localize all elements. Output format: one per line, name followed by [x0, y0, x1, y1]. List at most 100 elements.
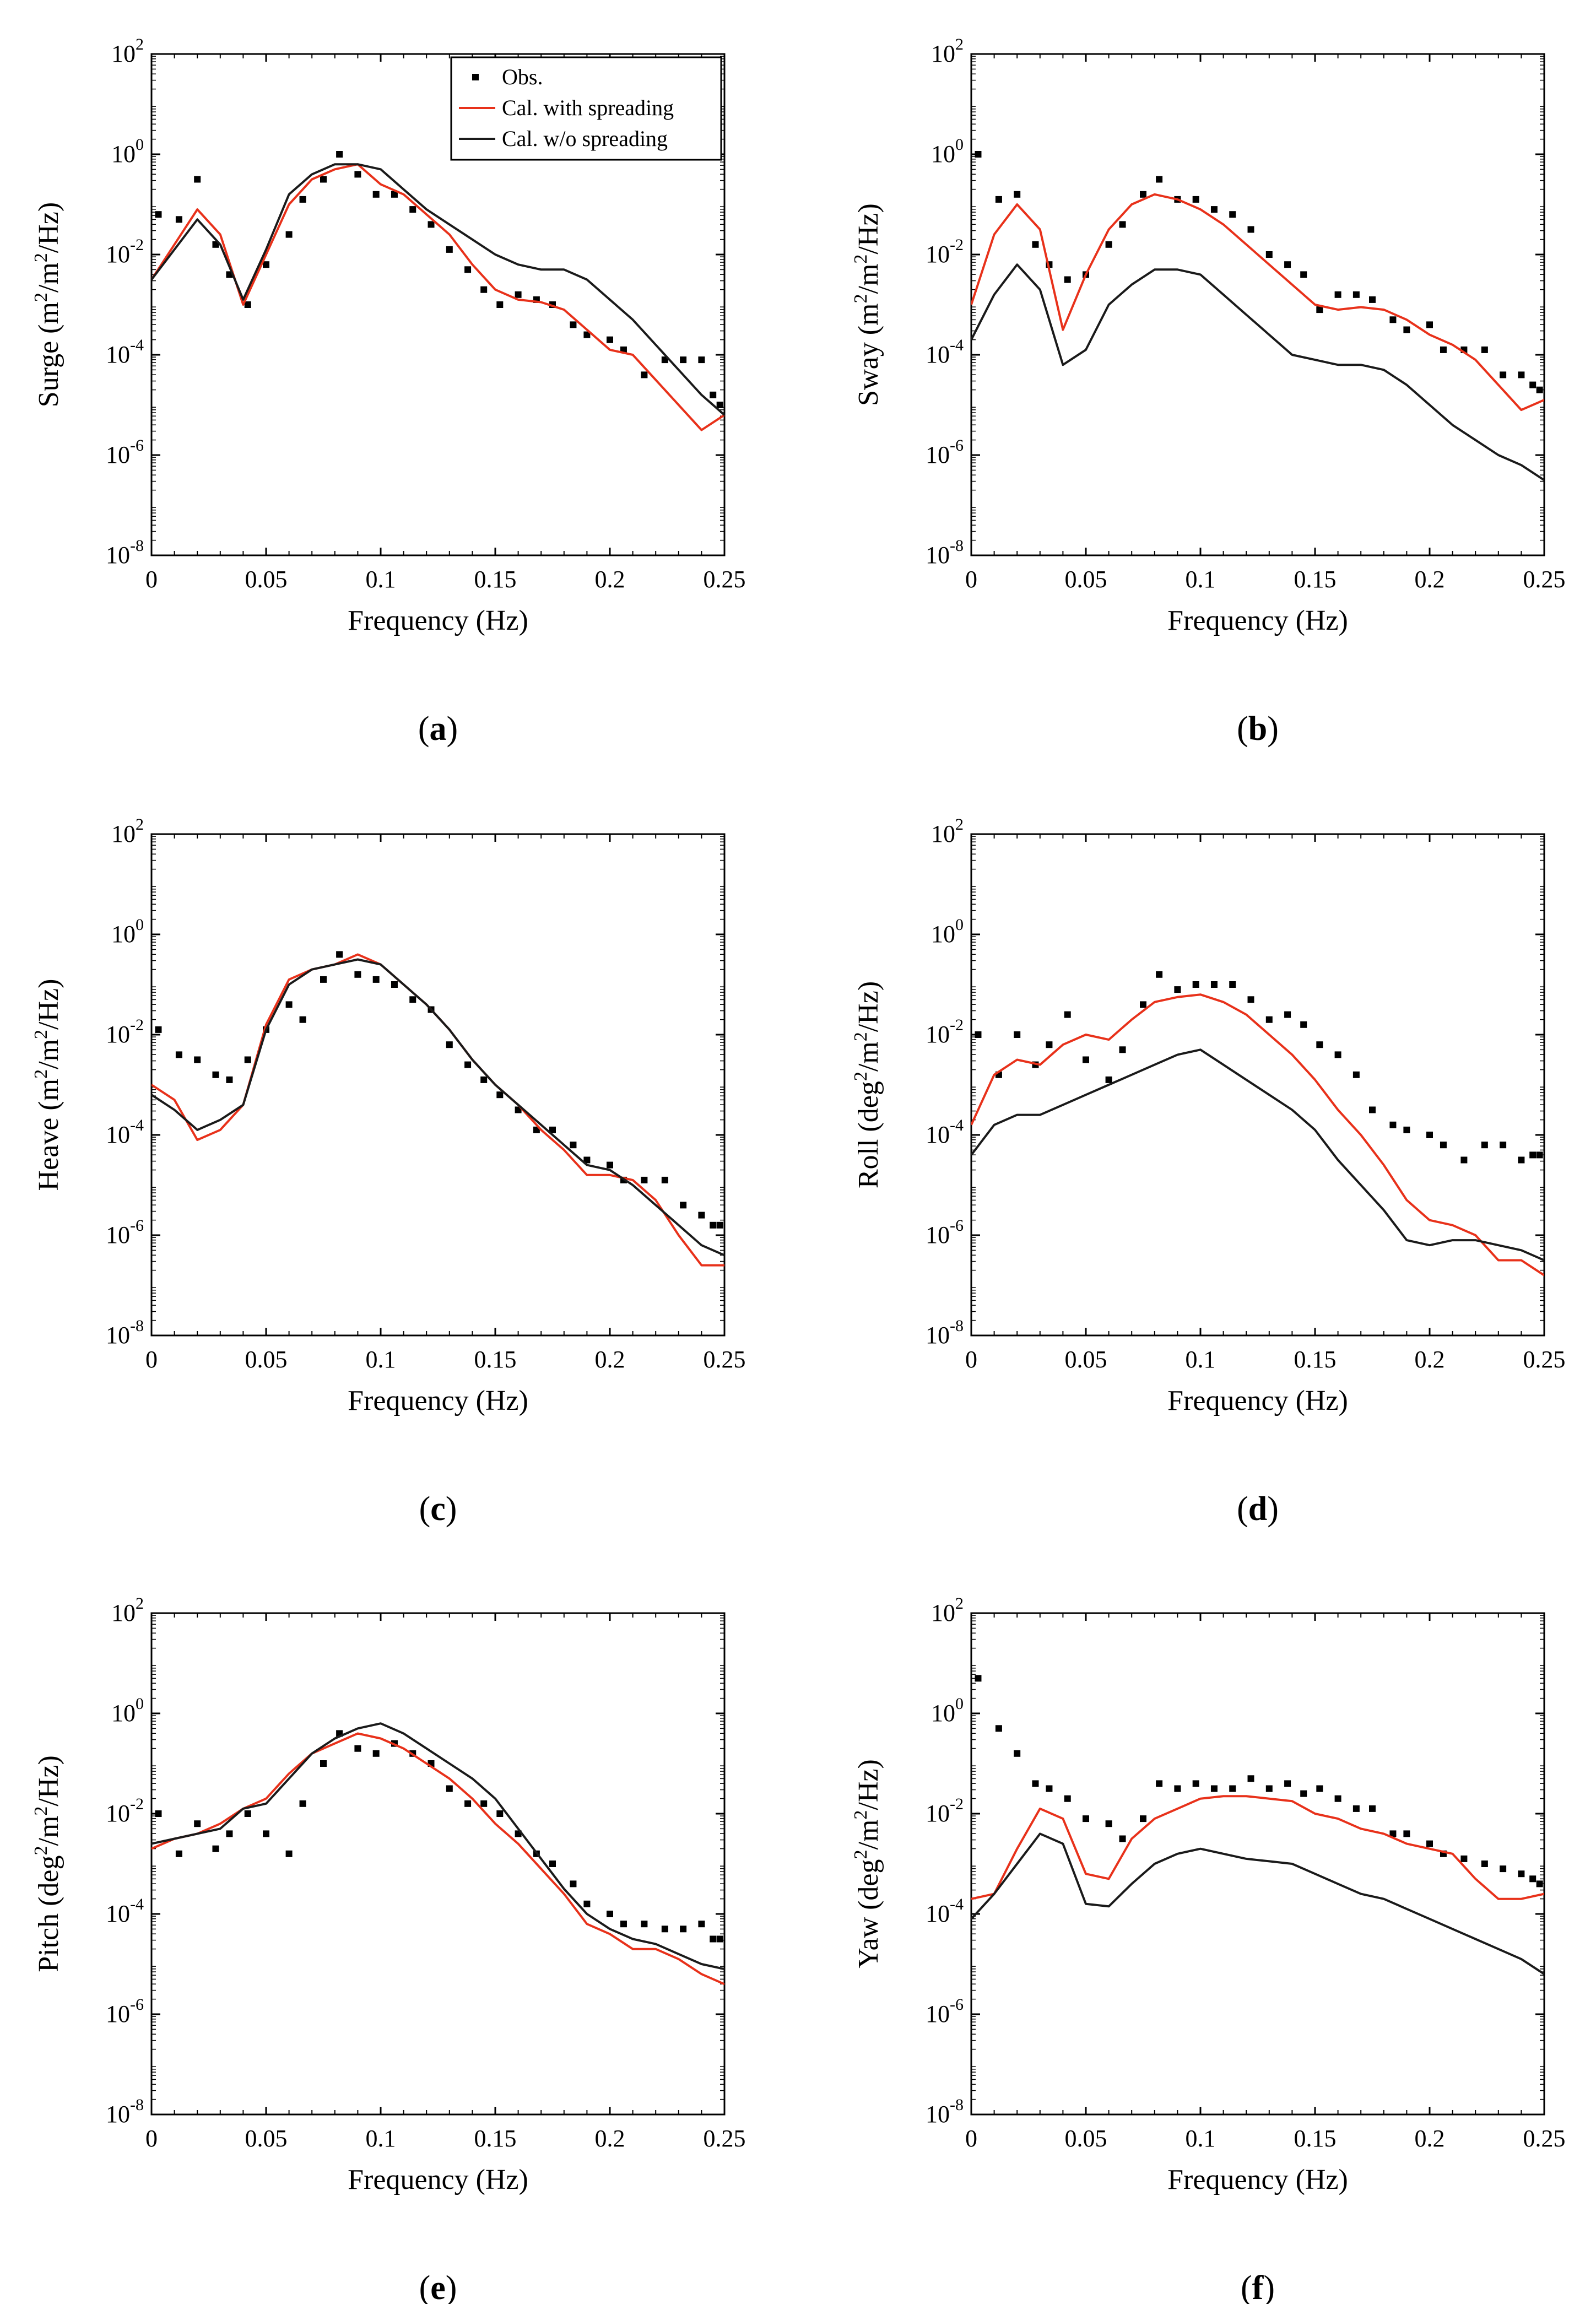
data-point-obs: [299, 196, 306, 203]
x-tick-label: 0.15: [1294, 1346, 1337, 1373]
y-tick-label: 10-8: [106, 537, 144, 569]
plot-area: [152, 1722, 724, 1986]
data-point-obs: [1518, 1870, 1525, 1878]
data-point-obs: [1529, 1151, 1537, 1159]
data-point-obs: [212, 1071, 219, 1078]
data-point-obs: [1389, 1121, 1397, 1128]
legend-box: [450, 56, 722, 161]
data-point-obs: [1536, 386, 1543, 393]
y-tick-label: 102: [111, 35, 144, 67]
panel-caption: (c): [419, 1490, 457, 1528]
data-point-obs: [354, 171, 361, 178]
x-tick-label: 0.2: [1415, 566, 1445, 593]
data-point-obs: [480, 1076, 488, 1083]
y-tick-label: 10-8: [106, 1317, 144, 1349]
y-tick-label: 10-6: [926, 436, 964, 468]
y-tick-label: 10-8: [106, 2096, 144, 2128]
data-point-obs: [1210, 206, 1218, 213]
data-point-obs: [1247, 996, 1254, 1003]
data-point-obs: [1284, 261, 1291, 268]
data-point-obs: [1316, 1041, 1323, 1048]
x-tick-label: 0: [145, 2125, 158, 2152]
data-point-obs: [661, 1926, 668, 1933]
data-point-obs: [1046, 1785, 1053, 1792]
data-point-obs: [533, 1126, 540, 1133]
y-tick-label: 10-4: [106, 1116, 144, 1148]
data-point-obs: [1334, 1795, 1341, 1802]
data-point-obs: [570, 321, 577, 328]
panel-caption: (a): [418, 710, 458, 748]
y-tick-label: 10-2: [926, 1795, 964, 1827]
data-point-obs: [1518, 371, 1525, 378]
data-point-obs: [1119, 1835, 1126, 1842]
y-axis-label: Pitch (deg2/m2/Hz): [31, 1755, 64, 1972]
y-tick-label: 10-4: [926, 1895, 964, 1927]
data-point-obs: [570, 1142, 577, 1149]
plot-area: [971, 1675, 1544, 1975]
data-point-obs: [372, 976, 380, 983]
y-tick-label: 10-2: [926, 1016, 964, 1048]
data-point-obs: [1046, 1041, 1053, 1048]
data-point-obs: [607, 1911, 613, 1917]
y-tick-label: 100: [111, 136, 144, 167]
y-tick-label: 10-2: [106, 1016, 144, 1048]
data-point-obs: [975, 1675, 982, 1682]
data-point-obs: [263, 1830, 269, 1837]
x-axis-label: Frequency (Hz): [1167, 605, 1348, 636]
data-point-obs: [1481, 1860, 1488, 1867]
data-point-obs: [641, 371, 648, 378]
y-tick-label: 100: [931, 136, 964, 167]
x-tick-label: 0.25: [1523, 2125, 1566, 2152]
data-point-obs: [175, 216, 182, 223]
panel-caption: (f): [1241, 2269, 1275, 2304]
x-tick-label: 0.25: [1523, 566, 1566, 593]
data-point-obs: [480, 286, 488, 293]
x-tick-label: 0.1: [1186, 2125, 1216, 2152]
y-tick-label: 10-4: [926, 1116, 964, 1148]
x-tick-label: 0.25: [1523, 1346, 1566, 1373]
data-point-obs: [1440, 346, 1447, 353]
x-axis-label: Frequency (Hz): [1167, 2164, 1348, 2195]
y-tick-label: 10-4: [106, 1895, 144, 1927]
data-point-obs: [710, 1221, 717, 1229]
legend-entry-label: Obs.: [502, 64, 543, 89]
data-point-obs: [1403, 1830, 1410, 1837]
x-tick-label: 0: [145, 1346, 158, 1373]
data-point-obs: [975, 151, 982, 158]
series-line-cal-w-o-spreading: [152, 1722, 724, 1971]
y-tick-label: 10-6: [926, 1995, 964, 2027]
data-point-obs: [354, 1745, 361, 1752]
data-point-obs: [1426, 321, 1433, 328]
data-point-obs: [1229, 211, 1236, 218]
data-point-obs: [1105, 1820, 1112, 1827]
data-point-obs: [212, 1845, 219, 1852]
data-point-obs: [263, 261, 269, 268]
data-point-obs: [244, 1810, 251, 1817]
series-line-cal-w-o-spreading: [971, 1048, 1544, 1262]
x-tick-label: 0.1: [366, 2125, 396, 2152]
data-point-obs: [1032, 241, 1039, 248]
x-tick-label: 0.2: [595, 1346, 625, 1373]
y-tick-label: 10-6: [926, 1216, 964, 1248]
data-point-obs: [1440, 1142, 1447, 1149]
y-tick-label: 102: [111, 815, 144, 847]
chart-panel-e: 0 0.05 0.1 0.15 0.2 0.25 10-8 10-6 10-4 10-2 100 10…: [31, 1594, 746, 2304]
y-tick-label: 102: [931, 1594, 964, 1626]
y-axis-label: Heave (m2/m2/Hz): [31, 979, 64, 1191]
data-point-obs: [515, 291, 522, 298]
data-point-obs: [1284, 1780, 1291, 1787]
data-point-obs: [464, 1061, 472, 1068]
x-tick-label: 0.1: [1186, 1346, 1216, 1373]
data-point-obs: [661, 1176, 668, 1183]
data-point-obs: [1334, 1051, 1341, 1058]
data-point-obs: [1481, 1142, 1488, 1149]
data-point-obs: [155, 1026, 162, 1033]
data-point-obs: [1140, 1815, 1146, 1822]
data-point-obs: [391, 191, 398, 198]
data-point-obs: [391, 981, 398, 988]
data-point-obs: [1265, 251, 1273, 258]
data-point-obs: [1014, 191, 1021, 198]
y-tick-label: 102: [111, 1594, 144, 1626]
data-point-obs: [299, 1800, 306, 1807]
data-point-obs: [372, 191, 380, 198]
